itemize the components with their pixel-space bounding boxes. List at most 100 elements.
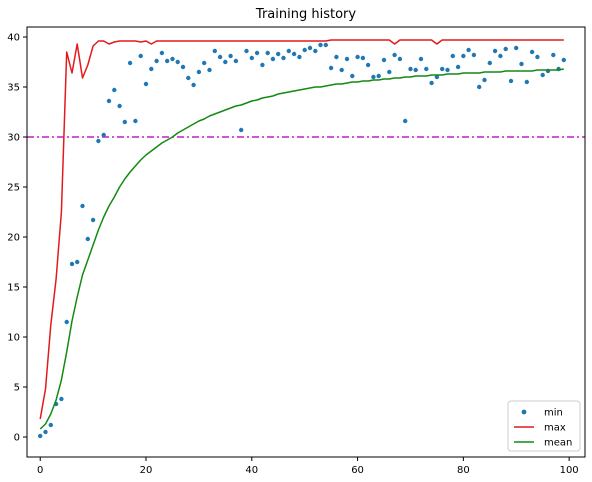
series-min-point	[159, 50, 165, 56]
series-min-point	[387, 69, 392, 75]
series-min-point	[276, 51, 281, 57]
series-min-point	[239, 127, 244, 133]
series-min-point	[498, 53, 503, 59]
y-tick-label: 35	[7, 83, 20, 94]
series-min-point	[529, 49, 535, 55]
series-min-point	[223, 59, 228, 65]
series-min-point	[440, 66, 445, 72]
series-min-point	[524, 79, 529, 85]
series-min-point	[85, 236, 91, 242]
x-tick-label: 60	[351, 465, 364, 476]
series-min-point	[48, 422, 53, 428]
series-min-point	[228, 53, 233, 59]
series-min-point	[365, 62, 371, 68]
series-min-point	[96, 138, 101, 144]
series-min-point	[244, 48, 249, 54]
series-min-point	[122, 119, 128, 125]
series-min-point	[64, 319, 69, 325]
series-min-point	[445, 67, 450, 73]
series-min-point	[307, 45, 313, 51]
series-min-point	[249, 55, 254, 61]
series-min-point	[291, 51, 297, 57]
series-min-point	[355, 54, 360, 60]
y-tick-label: 40	[7, 33, 20, 44]
series-min-point	[371, 74, 376, 80]
series-min-point	[413, 67, 418, 73]
series-min-point	[106, 98, 112, 104]
chart-title: Training history	[255, 7, 356, 22]
x-tick-label: 80	[457, 465, 470, 476]
series-min-point	[492, 48, 498, 54]
series-max-line	[39, 39, 564, 420]
x-tick-label: 20	[140, 465, 153, 476]
series-min-point	[117, 103, 122, 109]
series-min-point	[207, 67, 212, 73]
series-min-point	[519, 61, 524, 67]
series-min-point	[254, 50, 260, 56]
series-min-point	[217, 54, 223, 60]
series-min-point	[186, 75, 191, 81]
series-min-point	[149, 66, 154, 72]
series-min-point	[286, 48, 291, 54]
legend-label-mean: mean	[544, 438, 572, 449]
series-min-point	[90, 217, 96, 223]
series-min-point	[191, 82, 196, 88]
series-min-point	[154, 58, 159, 64]
series-min-point	[133, 118, 138, 124]
series-min-point	[381, 57, 387, 63]
series-min-point	[281, 55, 286, 61]
series-min-point	[455, 64, 461, 70]
series-min-point	[143, 81, 149, 87]
series-min-point	[112, 87, 117, 93]
plot-frame	[26, 26, 586, 458]
series-min-point	[561, 57, 566, 63]
series-min-point	[434, 74, 440, 80]
series-min-point	[38, 433, 43, 439]
series-min-point	[328, 65, 334, 71]
series-min-point	[482, 77, 487, 83]
series-min-point	[344, 56, 350, 62]
legend-label-min: min	[544, 408, 563, 419]
series-min-point	[59, 396, 64, 402]
x-tick-label: 100	[560, 465, 579, 476]
series-min-point	[424, 66, 429, 72]
series-min-point	[43, 429, 48, 435]
series-min-point	[313, 48, 318, 54]
series-min-point	[471, 52, 477, 58]
series-min-point	[450, 53, 455, 59]
series-min-point	[334, 54, 339, 60]
series-min-point	[270, 56, 276, 62]
series-min-point	[540, 72, 545, 78]
series-min-point	[196, 69, 202, 75]
y-tick-label: 20	[7, 233, 20, 244]
series-min-point	[487, 60, 492, 66]
series-min-point	[477, 84, 482, 90]
series-min-point	[397, 56, 403, 62]
y-tick-label: 10	[7, 333, 20, 344]
series-min-point	[80, 203, 85, 209]
y-tick-label: 0	[14, 433, 20, 444]
series-min-point	[202, 60, 207, 66]
legend: min max mean	[507, 400, 581, 452]
legend-label-max: max	[544, 423, 566, 434]
series-min-point	[461, 53, 466, 59]
series-min-point	[260, 62, 265, 68]
series-min-point	[408, 66, 413, 72]
x-tick-label: 40	[245, 465, 258, 476]
series-min-point	[339, 67, 344, 73]
series-min-point	[69, 261, 75, 267]
y-tick-label: 15	[7, 283, 20, 294]
series-min-point	[514, 45, 519, 51]
series-min-point	[297, 54, 302, 60]
series-mean-line	[39, 68, 564, 430]
series-min-point	[508, 78, 514, 84]
x-tick-label: 0	[37, 465, 43, 476]
series-min-point	[429, 80, 434, 86]
series-min-point	[551, 52, 556, 58]
series-min-point	[101, 132, 106, 138]
series-min-point	[466, 47, 471, 53]
series-min-point	[175, 59, 180, 65]
series-min-point	[265, 50, 270, 56]
series-min-point	[233, 58, 239, 64]
